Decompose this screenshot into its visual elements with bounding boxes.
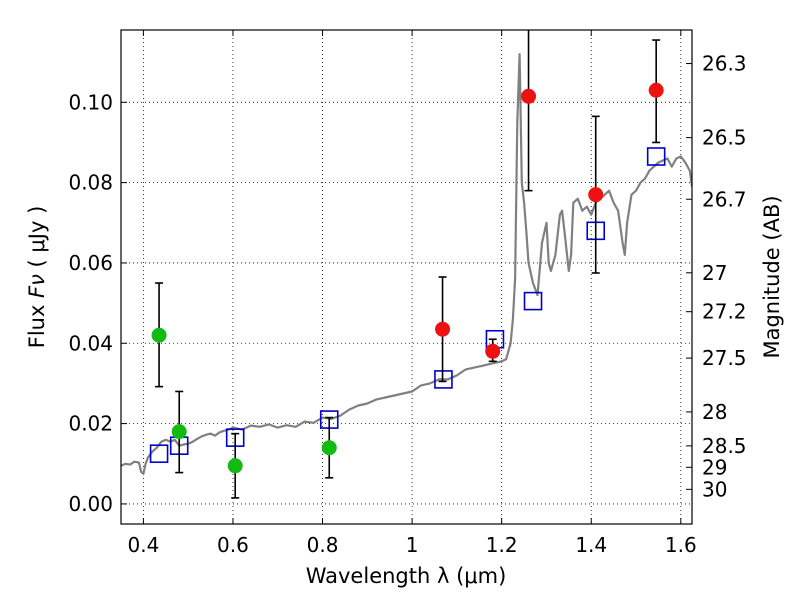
x-tick-label: 0.8 xyxy=(307,533,339,557)
y-tick-label: 0.04 xyxy=(68,331,113,355)
plot-background xyxy=(121,30,692,524)
x-tick-label: 1.6 xyxy=(665,533,697,557)
right-tick-label: 26.7 xyxy=(702,187,747,211)
detection-point xyxy=(648,82,664,98)
right-tick-label: 28.5 xyxy=(702,434,747,458)
x-tick-label: 0.4 xyxy=(127,533,159,557)
right-tick-label: 30 xyxy=(702,477,727,501)
right-tick-label: 29 xyxy=(702,455,727,479)
x-tick-label: 1.2 xyxy=(486,533,518,557)
detection-point xyxy=(485,343,501,359)
low-sn-point xyxy=(171,424,187,440)
model-photometry-square xyxy=(149,444,169,464)
detection-point xyxy=(521,88,537,104)
right-tick-label: 27.5 xyxy=(702,346,747,370)
y-tick-label: 0.06 xyxy=(68,251,113,275)
y-tick-label: 0.00 xyxy=(68,492,113,516)
y-tick-label: 0.08 xyxy=(68,171,113,195)
low-sn-point xyxy=(151,327,167,343)
right-tick-label: 27 xyxy=(702,261,727,285)
right-tick-label: 26.3 xyxy=(702,52,747,76)
x-tick-label: 1 xyxy=(406,533,419,557)
axis-ticks: 0.4 0.6 0.8 1 1.2 1.4 1.6 0.00 0.02 0.04 0.06 0.08 0… xyxy=(68,30,747,557)
x-axis-title: Wavelength λ (μm) xyxy=(306,564,507,588)
y-tick-label: 0.10 xyxy=(68,90,113,114)
right-tick-label: 26.5 xyxy=(702,126,747,150)
right-tick-label: 28 xyxy=(702,400,727,424)
detection-point xyxy=(435,321,451,337)
detection-point xyxy=(588,187,604,203)
model-photometry-square xyxy=(434,370,453,389)
y-tick-label: 0.02 xyxy=(68,412,113,436)
errorbar-layer xyxy=(151,30,664,499)
x-tick-label: 0.6 xyxy=(217,533,249,557)
low-sn-point xyxy=(321,440,337,456)
low-sn-point xyxy=(227,458,243,474)
model-photometry-square xyxy=(646,147,666,166)
y-axis-title: Flux Fν ( μJy ) xyxy=(25,206,49,349)
model-spectrum-line xyxy=(121,53,692,475)
x-tick-label: 1.4 xyxy=(575,533,607,557)
right-axis-title: Magnitude (AB) xyxy=(760,195,784,358)
right-tick-label: 27.2 xyxy=(702,300,747,324)
plot-frame xyxy=(120,29,693,525)
model-photometry-square xyxy=(523,291,543,311)
